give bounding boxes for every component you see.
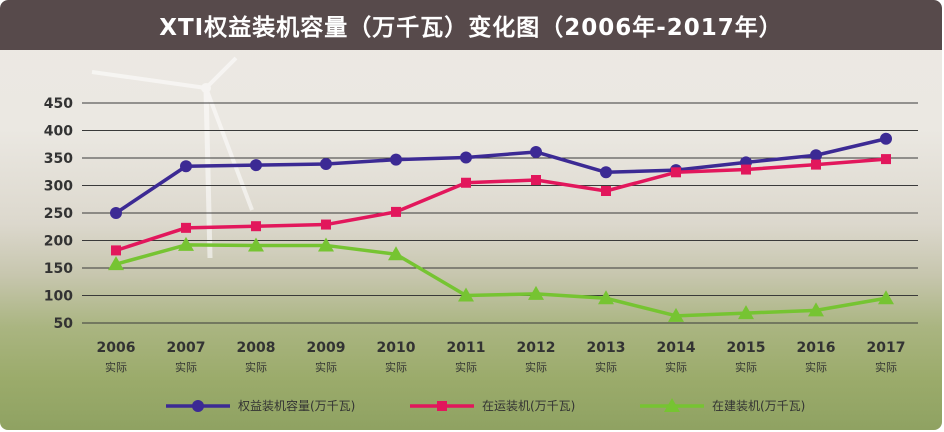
data-point <box>811 159 821 170</box>
y-tick-label: 350 <box>44 151 73 167</box>
data-point <box>110 207 122 219</box>
x-tick-sublabel: 实际 <box>175 360 197 374</box>
data-point <box>111 245 121 256</box>
legend-item: 在运装机(万千瓦) <box>410 399 575 413</box>
data-point <box>251 221 261 232</box>
x-tick-sublabel: 实际 <box>455 360 477 374</box>
data-point <box>808 302 824 317</box>
data-point <box>108 256 124 271</box>
x-tick-label: 2016 <box>797 340 836 356</box>
y-tick-label: 200 <box>44 234 73 250</box>
legend-label: 在运装机(万千瓦) <box>482 399 575 413</box>
data-point <box>321 219 331 230</box>
data-point <box>390 153 402 166</box>
series-2 <box>111 154 891 256</box>
x-tick-label: 2015 <box>727 340 766 356</box>
x-tick-sublabel: 实际 <box>665 360 687 374</box>
data-point <box>180 160 192 173</box>
x-axis-ticks: 2006 实际 2007 实际 2008 实际 2009 实际 2010 实际 2011 实际 2012… <box>97 340 906 374</box>
data-point <box>391 206 401 217</box>
series-3 <box>108 236 894 322</box>
data-point <box>878 290 894 305</box>
y-tick-label: 300 <box>44 179 73 195</box>
x-tick-label: 2013 <box>587 340 626 356</box>
chart-title: XTI权益装机容量（万千瓦）变化图（2006年-2017年） <box>159 15 783 41</box>
x-tick-sublabel: 实际 <box>385 360 407 374</box>
data-point <box>250 159 262 172</box>
series-line <box>115 243 887 318</box>
y-tick-label: 100 <box>44 289 73 305</box>
x-tick-sublabel: 实际 <box>595 360 617 374</box>
x-tick-sublabel: 实际 <box>875 360 897 374</box>
x-tick-sublabel: 实际 <box>735 360 757 374</box>
x-tick-sublabel: 实际 <box>805 360 827 374</box>
x-tick-label: 2007 <box>167 340 206 356</box>
data-point <box>671 167 681 178</box>
data-point <box>461 177 471 188</box>
legend-item: 权益装机容量(万千瓦) <box>166 398 355 413</box>
data-point <box>318 237 334 252</box>
x-tick-label: 2010 <box>377 340 416 356</box>
x-tick-label: 2009 <box>307 340 346 356</box>
data-point <box>598 290 614 305</box>
data-point <box>458 287 474 302</box>
data-point <box>880 132 892 145</box>
data-point <box>530 145 542 158</box>
data-point <box>248 237 264 252</box>
y-tick-label: 150 <box>44 261 73 277</box>
data-point <box>881 154 891 165</box>
data-point <box>528 285 544 300</box>
legend-marker <box>664 398 680 412</box>
y-axis-ticks: 50 100 150 200 250 300 350 400 450 <box>44 96 73 332</box>
data-point <box>388 246 404 261</box>
legend-marker <box>192 400 204 412</box>
data-point <box>738 305 754 320</box>
series-line <box>115 137 887 215</box>
data-point <box>601 186 611 196</box>
data-point <box>810 149 822 162</box>
title-bar: XTI权益装机容量（万千瓦）变化图（2006年-2017年） <box>0 0 942 50</box>
data-point <box>460 151 472 164</box>
x-tick-label: 2008 <box>237 340 276 356</box>
data-point <box>178 236 194 251</box>
legend: 权益装机容量(万千瓦) 在运装机(万千瓦) 在建装机(万千瓦) <box>166 398 805 413</box>
x-tick-sublabel: 实际 <box>105 360 127 374</box>
series-layer <box>108 132 894 322</box>
legend-label: 在建装机(万千瓦) <box>712 399 805 413</box>
legend-marker <box>437 401 447 411</box>
y-tick-label: 250 <box>44 206 73 222</box>
y-tick-label: 400 <box>44 124 73 140</box>
y-tick-label: 50 <box>54 316 74 332</box>
wind-turbine-graphic <box>91 56 254 259</box>
data-point <box>531 175 541 185</box>
x-tick-label: 2017 <box>867 340 906 356</box>
data-point <box>668 307 684 322</box>
data-point <box>600 166 612 179</box>
x-tick-sublabel: 实际 <box>525 360 547 374</box>
x-tick-label: 2006 <box>97 340 136 356</box>
y-tick-label: 450 <box>44 96 73 112</box>
legend-item: 在建装机(万千瓦) <box>640 398 805 413</box>
data-point <box>320 158 332 171</box>
series-line <box>115 157 887 253</box>
data-point <box>741 164 751 175</box>
legend-label: 权益装机容量(万千瓦) <box>238 398 355 413</box>
x-tick-sublabel: 实际 <box>315 360 337 374</box>
x-tick-sublabel: 实际 <box>245 360 267 374</box>
x-tick-label: 2014 <box>657 340 696 356</box>
x-tick-label: 2011 <box>447 340 486 356</box>
x-tick-label: 2012 <box>517 340 556 356</box>
data-point <box>181 222 191 233</box>
